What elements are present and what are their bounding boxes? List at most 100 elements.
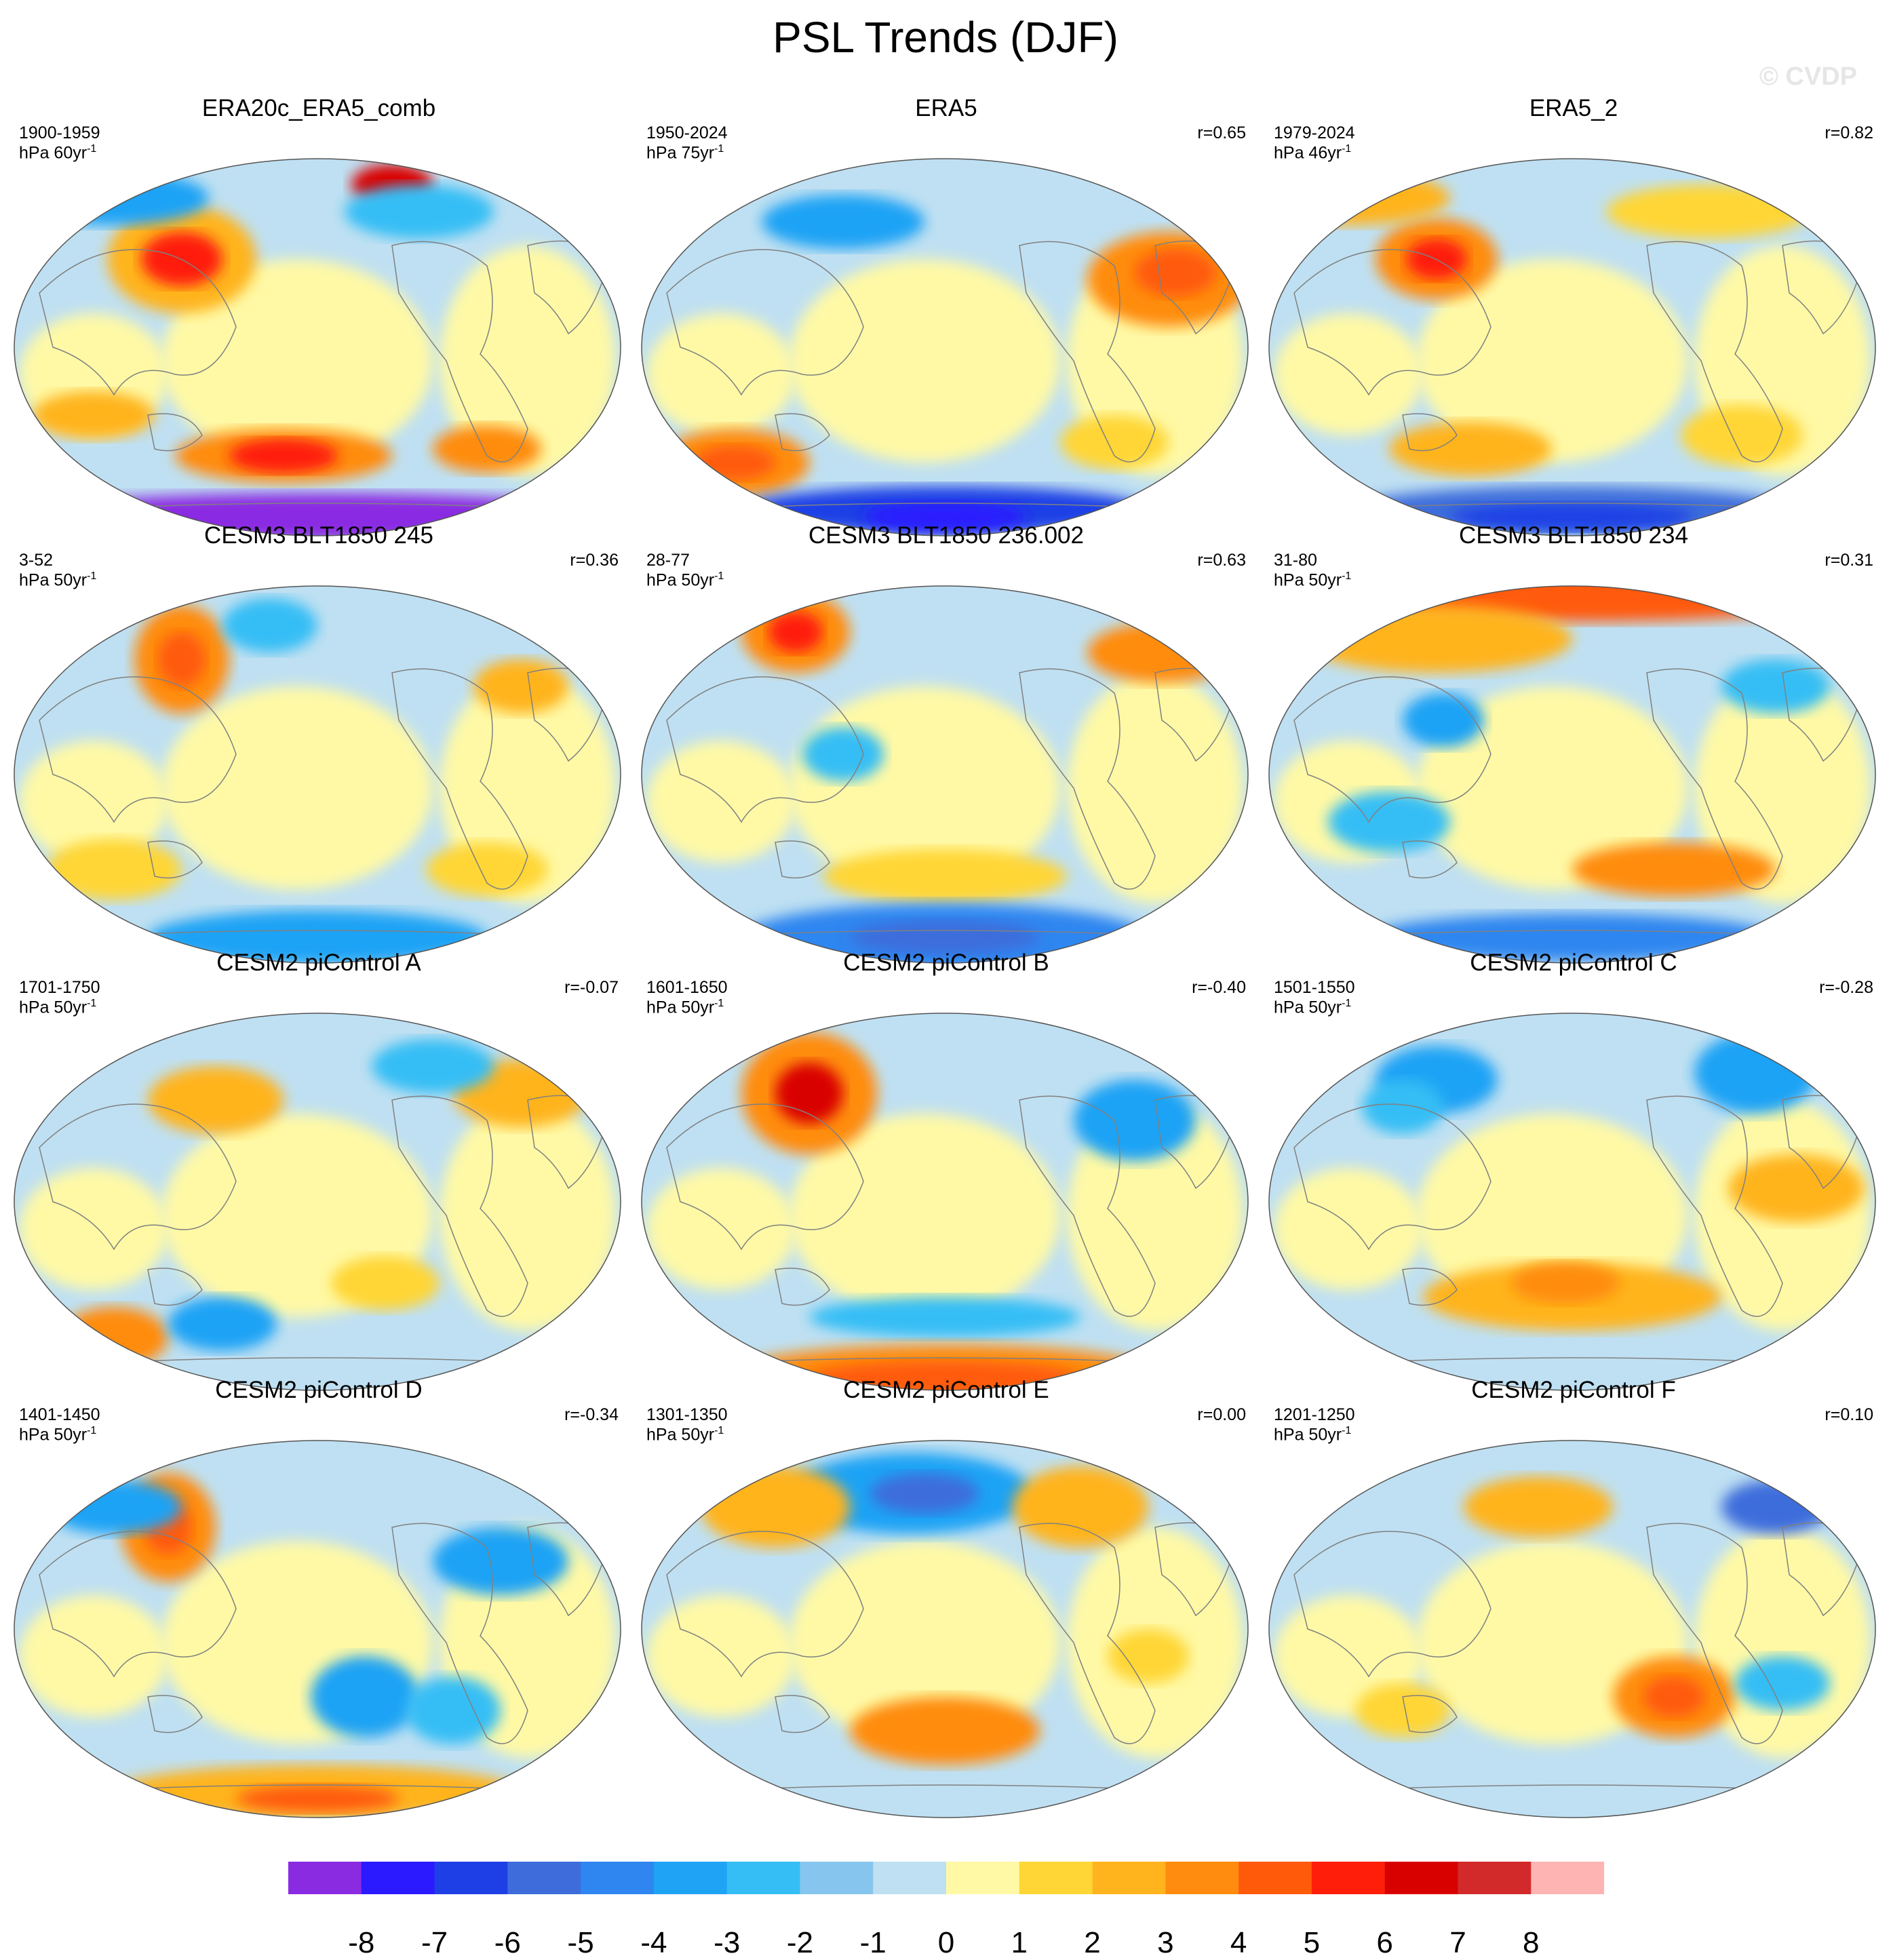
colorbar-swatch	[1384, 1862, 1458, 1894]
panel-units-text: hPa 50yr	[1274, 1425, 1342, 1445]
colorbar-tick-label: -5	[567, 1926, 594, 1959]
coastline	[391, 241, 528, 463]
robinson-map	[641, 585, 1249, 964]
coastline	[775, 1268, 830, 1306]
panel-units-exponent: -1	[87, 143, 97, 155]
coastline	[1293, 249, 1492, 396]
panel-units: hPa 50yr-1	[19, 998, 96, 1017]
coastline	[391, 1095, 528, 1317]
panel-correlation: r=0.82	[1825, 123, 1873, 142]
panel-title: CESM2 piControl D	[215, 1377, 423, 1403]
map-outline	[1268, 1440, 1876, 1818]
contour-region	[433, 425, 541, 473]
contour-region	[148, 1066, 284, 1134]
coastline	[147, 840, 203, 879]
contour-region	[1464, 1476, 1613, 1537]
colorbar-tick-label: -6	[494, 1926, 521, 1959]
colorbar-swatch	[1458, 1862, 1532, 1894]
contour-region	[1403, 693, 1484, 747]
contour-region	[646, 1595, 796, 1717]
colorbar-labels: -8 -7 -6 -5 -4 -3 -2 -1 0 1 2 3 4 5 6 7 8	[0, 1926, 1891, 1960]
colorbar-tick-label: -2	[786, 1926, 813, 1959]
map-panel: CESM2 piControl D 1401-1450 hPa 50yr-1 r=-0…	[7, 1377, 631, 1818]
panel-units-exponent: -1	[1342, 1425, 1352, 1436]
panel-units: hPa 50yr-1	[1274, 1425, 1351, 1445]
panel-correlation: r=-0.40	[1192, 978, 1246, 997]
panel-title: CESM2 piControl B	[843, 949, 1049, 976]
map-outline	[641, 158, 1249, 536]
panel-units-text: hPa 50yr	[19, 570, 87, 590]
panel-period: 1301-1350	[646, 1405, 728, 1424]
coastline	[391, 668, 528, 890]
colorbar-tick-label: -4	[640, 1926, 667, 1959]
colorbar-swatch	[800, 1862, 874, 1894]
map-outline	[14, 158, 621, 536]
coastline	[1019, 1523, 1156, 1744]
panel-period: 1201-1250	[1274, 1405, 1355, 1424]
panel-title: CESM2 piControl E	[843, 1377, 1049, 1403]
panel-period: 1401-1450	[19, 1405, 100, 1424]
contour-region	[1274, 1168, 1423, 1290]
coastline	[147, 1268, 203, 1306]
panel-correlation: r=0.10	[1825, 1405, 1873, 1424]
colorbar	[288, 1862, 1604, 1894]
colorbar-swatch	[726, 1862, 800, 1894]
colorbar-swatch	[288, 1862, 362, 1894]
colorbar-swatch	[507, 1862, 581, 1894]
panel-units-exponent: -1	[87, 998, 97, 1009]
colorbar-swatch	[581, 1862, 655, 1894]
contour-region	[694, 446, 775, 479]
map-outline	[641, 1440, 1249, 1818]
colorbar-tick-label: 5	[1303, 1926, 1321, 1959]
robinson-map	[641, 1013, 1249, 1391]
panel-correlation: r=0.65	[1197, 123, 1246, 142]
colorbar-swatch	[1311, 1862, 1386, 1894]
robinson-map	[1268, 585, 1876, 964]
contour-region	[161, 686, 433, 890]
contour-region	[19, 1595, 168, 1717]
panel-units: hPa 50yr-1	[1274, 998, 1351, 1017]
contour-region	[1681, 405, 1803, 466]
contour-region	[33, 391, 155, 439]
panel-period: 1979-2024	[1274, 123, 1355, 142]
coastline	[1019, 241, 1156, 463]
map-panel: CESM3 BLT1850 245 3-52 hPa 50yr-1 r=0.36	[7, 522, 631, 964]
contour-region	[1721, 1480, 1830, 1534]
panel-units-exponent: -1	[1342, 570, 1352, 582]
colorbar-swatch	[1165, 1862, 1239, 1894]
coastline	[1646, 1095, 1783, 1317]
colorbar-tick-label: 1	[1011, 1926, 1028, 1959]
panel-title: CESM3 BLT1850 245	[204, 522, 433, 549]
panel-units: hPa 75yr-1	[646, 143, 724, 163]
contour-region	[440, 1100, 616, 1331]
map-panel: CESM3 BLT1850 236.002 28-77 hPa 50yr-1 r=0.…	[634, 522, 1258, 964]
map-outline	[14, 585, 621, 964]
contour-region	[345, 184, 494, 239]
contour-region	[1728, 1154, 1864, 1222]
contour-region	[768, 612, 823, 652]
panel-units-exponent: -1	[87, 570, 97, 582]
contour-region	[762, 195, 924, 249]
panel-units-text: hPa 46yr	[1274, 143, 1342, 163]
contour-region	[1355, 1683, 1450, 1738]
panel-correlation: r=0.36	[570, 551, 619, 570]
contour-region	[802, 727, 884, 781]
contour-region	[1694, 673, 1871, 903]
map-panel: ERA5_2 1979-2024 hPa 46yr-1 r=0.82	[1262, 95, 1886, 536]
contour-region	[222, 598, 317, 652]
contour-region	[1450, 503, 1694, 530]
panel-units-text: hPa 50yr	[646, 570, 715, 590]
colorbar-tick-label: 8	[1522, 1926, 1540, 1959]
coastline	[1402, 1268, 1458, 1306]
panel-units-exponent: -1	[714, 1425, 724, 1436]
coastline	[1293, 1531, 1492, 1678]
contour-region	[1274, 313, 1423, 435]
map-panel: ERA5 1950-2024 hPa 75yr-1 r=0.65	[634, 95, 1258, 536]
panel-period: 3-52	[19, 551, 54, 570]
contour-region	[311, 1656, 419, 1738]
colorbar-swatch	[361, 1862, 435, 1894]
panel-period: 1501-1550	[1274, 978, 1355, 997]
map-outline	[14, 1013, 621, 1391]
contour-region	[1694, 1527, 1871, 1758]
contour-region	[1074, 1080, 1196, 1161]
